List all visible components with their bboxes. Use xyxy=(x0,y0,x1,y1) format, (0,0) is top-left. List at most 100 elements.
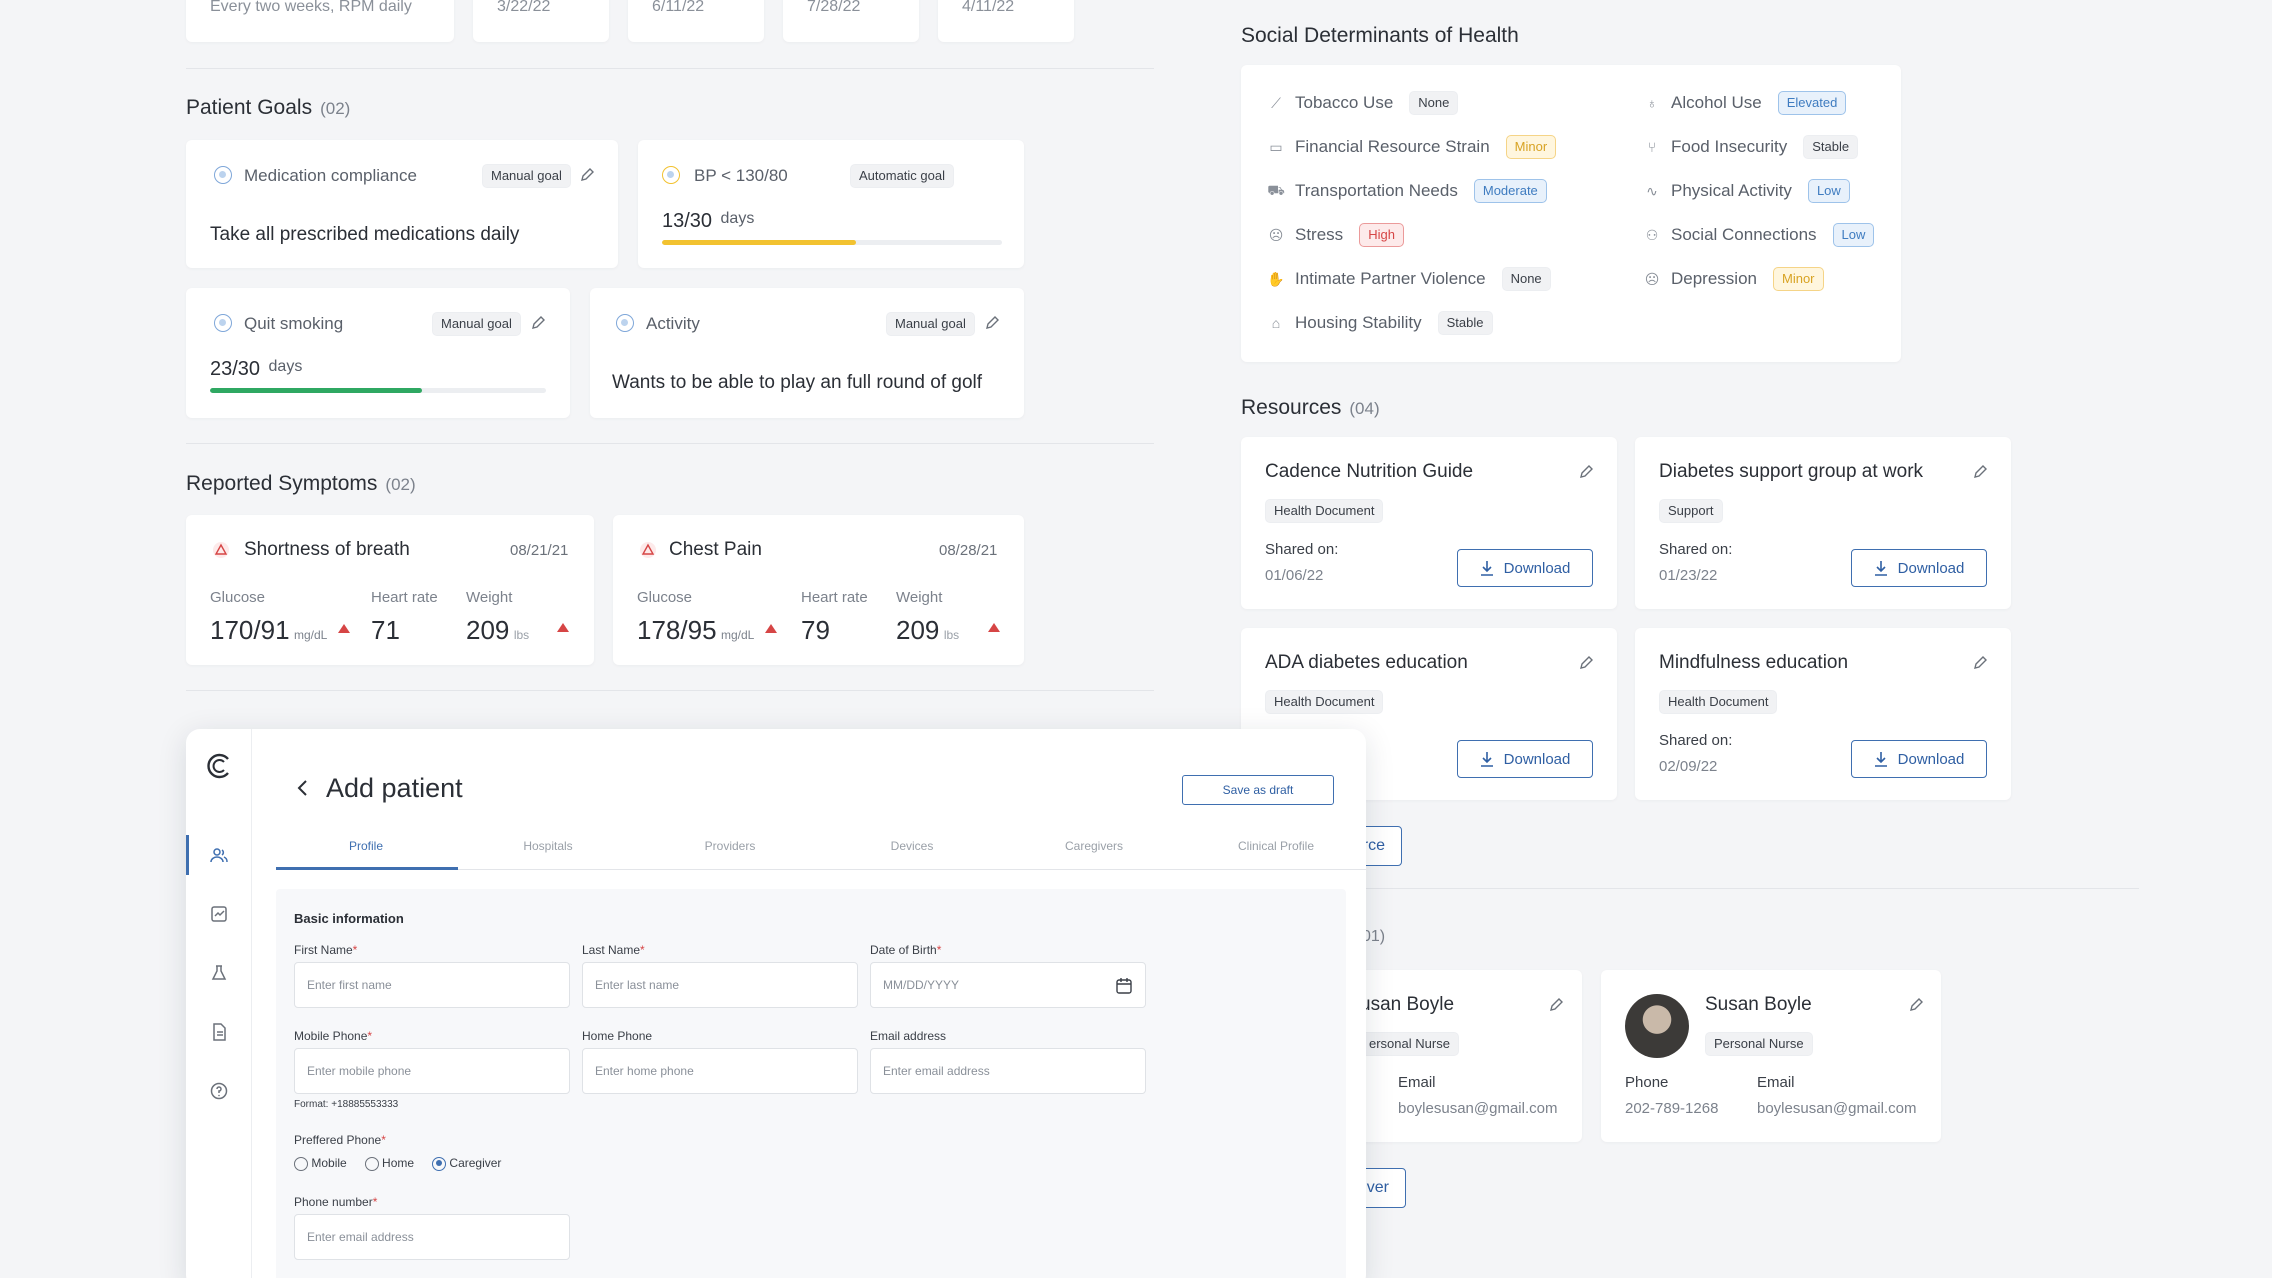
resource-card: Cadence Nutrition Guide Health Document … xyxy=(1241,437,1617,609)
download-button[interactable]: Download xyxy=(1851,549,1987,587)
weight-label: Weight xyxy=(466,589,513,606)
save-draft-button[interactable]: Save as draft xyxy=(1182,775,1334,805)
email-address-input[interactable]: Enter email address xyxy=(870,1048,1146,1094)
tab-devices[interactable]: Devices xyxy=(890,839,934,853)
sdoh-row-depression: ☹ Depression Minor xyxy=(1643,267,1824,291)
divider xyxy=(186,443,1154,444)
tab-bar-border xyxy=(276,869,1366,870)
label-text: Date of Birth xyxy=(870,943,937,957)
download-button[interactable]: Download xyxy=(1457,549,1593,587)
edit-icon[interactable] xyxy=(579,167,595,183)
patients-icon[interactable] xyxy=(209,845,229,865)
glucose-value: 170/91 mg/dL xyxy=(210,615,350,646)
back-chevron-icon[interactable] xyxy=(296,779,310,797)
sdoh-label: Food Insecurity xyxy=(1671,137,1788,156)
goal-progress-bar xyxy=(210,388,546,393)
edit-icon[interactable] xyxy=(1908,997,1924,1013)
money-icon: ▭ xyxy=(1269,138,1283,155)
download-icon xyxy=(1874,752,1887,767)
date-text: 4/11/22 xyxy=(962,0,1015,15)
glass-icon: ♁ xyxy=(1646,95,1658,111)
symptom-name: Shortness of breath xyxy=(244,539,410,560)
side-nav xyxy=(186,729,252,1278)
goal-progress-text: 13/30 days xyxy=(662,210,754,233)
page-title: Add patient xyxy=(326,773,463,803)
radio-label: Home xyxy=(382,1156,415,1170)
weight-value: 209 lbs xyxy=(896,615,959,646)
sdoh-label: Stress xyxy=(1295,225,1344,244)
radio-button[interactable] xyxy=(432,1156,447,1171)
logo-icon xyxy=(207,753,229,779)
tab-providers[interactable]: Providers xyxy=(704,839,756,853)
weight-unit: lbs xyxy=(943,628,960,642)
caregiver-name: usan Boyle xyxy=(1360,994,1455,1015)
tab-profile[interactable]: Profile xyxy=(348,839,383,853)
caregiver-role: Personal Nurse xyxy=(1705,1032,1813,1056)
goal-type-badge: Manual goal xyxy=(482,164,571,188)
sdoh-status-badge: Moderate xyxy=(1473,179,1547,203)
people-icon: ⚇ xyxy=(1645,226,1659,243)
heart-rate-value: 79 xyxy=(801,615,830,645)
edit-icon[interactable] xyxy=(1548,997,1564,1013)
radio-home[interactable]: Home xyxy=(364,1156,415,1171)
divider xyxy=(186,690,1154,691)
tab-hospitals[interactable]: Hospitals xyxy=(523,839,573,853)
resources-heading: Resources (04) xyxy=(1241,396,1380,420)
help-icon[interactable] xyxy=(209,1081,229,1101)
target-icon xyxy=(616,314,634,332)
edit-icon[interactable] xyxy=(1578,655,1594,671)
download-button[interactable]: Download xyxy=(1851,740,1987,778)
nav-active-indicator xyxy=(186,835,189,875)
last-name-input[interactable]: Enter last name xyxy=(582,962,858,1008)
frequency-text: Every two weeks, RPM daily xyxy=(210,0,412,15)
save-draft-label: Save as draft xyxy=(1222,783,1294,797)
target-icon xyxy=(214,314,232,332)
resource-tag: Health Document xyxy=(1265,690,1384,714)
download-icon xyxy=(1480,561,1493,576)
download-label: Download xyxy=(1897,559,1965,577)
sad-face-icon: ☹ xyxy=(1644,270,1660,287)
label-text: First Name xyxy=(294,943,353,957)
edit-icon[interactable] xyxy=(1972,464,1988,480)
radio-button[interactable] xyxy=(294,1156,308,1171)
section-heading: Basic information xyxy=(294,911,404,926)
goal-name: Activity xyxy=(646,314,700,333)
edit-icon[interactable] xyxy=(1578,464,1594,480)
chart-icon[interactable] xyxy=(209,904,229,924)
radio-mobile[interactable]: Mobile xyxy=(294,1156,347,1171)
tab-caregivers[interactable]: Caregivers xyxy=(1064,839,1124,853)
target-icon xyxy=(214,166,232,184)
sdoh-row-social: ⚇ Social Connections Low xyxy=(1643,223,1875,247)
first-name-input[interactable]: Enter first name xyxy=(294,962,570,1008)
calendar-icon[interactable] xyxy=(1115,977,1133,995)
glucose-number: 178/95 xyxy=(637,615,717,645)
home-icon: ⌂ xyxy=(1271,315,1281,331)
resources-count: (04) xyxy=(1349,399,1380,418)
heart-rate-label: Heart rate xyxy=(371,589,438,606)
caregiver-phone: 202-789-1268 xyxy=(1625,1100,1719,1117)
flask-icon[interactable] xyxy=(209,963,229,983)
radio-label: Mobile xyxy=(311,1156,347,1170)
resources-title: Resources xyxy=(1241,396,1342,419)
document-icon[interactable] xyxy=(209,1022,229,1042)
edit-icon[interactable] xyxy=(984,315,1000,331)
sdoh-row-stress: ☹ Stress High xyxy=(1267,223,1404,247)
goal-type-badge: Automatic goal xyxy=(850,164,954,188)
tab-clinical-profile[interactable]: Clinical Profile xyxy=(1237,839,1315,853)
dob-input[interactable]: MM/DD/YYYY xyxy=(870,962,1146,1008)
goal-progress-bar xyxy=(662,240,1002,245)
utensils-icon: ⑂ xyxy=(1647,139,1657,155)
edit-icon[interactable] xyxy=(1972,655,1988,671)
home-phone-input[interactable]: Enter home phone xyxy=(582,1048,858,1094)
radio-caregiver[interactable]: Caregiver xyxy=(432,1156,501,1171)
phone-number-input[interactable]: Enter email address xyxy=(294,1214,570,1260)
radio-button[interactable] xyxy=(364,1156,379,1171)
resource-title: Diabetes support group at work xyxy=(1659,461,1924,482)
sdoh-label: Social Connections xyxy=(1671,225,1817,244)
trend-up-icon xyxy=(337,624,350,633)
download-label: Download xyxy=(1897,750,1965,768)
shared-label: Shared on: xyxy=(1659,732,1733,749)
download-button[interactable]: Download xyxy=(1457,740,1593,778)
edit-icon[interactable] xyxy=(530,315,546,331)
mobile-phone-input[interactable]: Enter mobile phone xyxy=(294,1048,570,1094)
